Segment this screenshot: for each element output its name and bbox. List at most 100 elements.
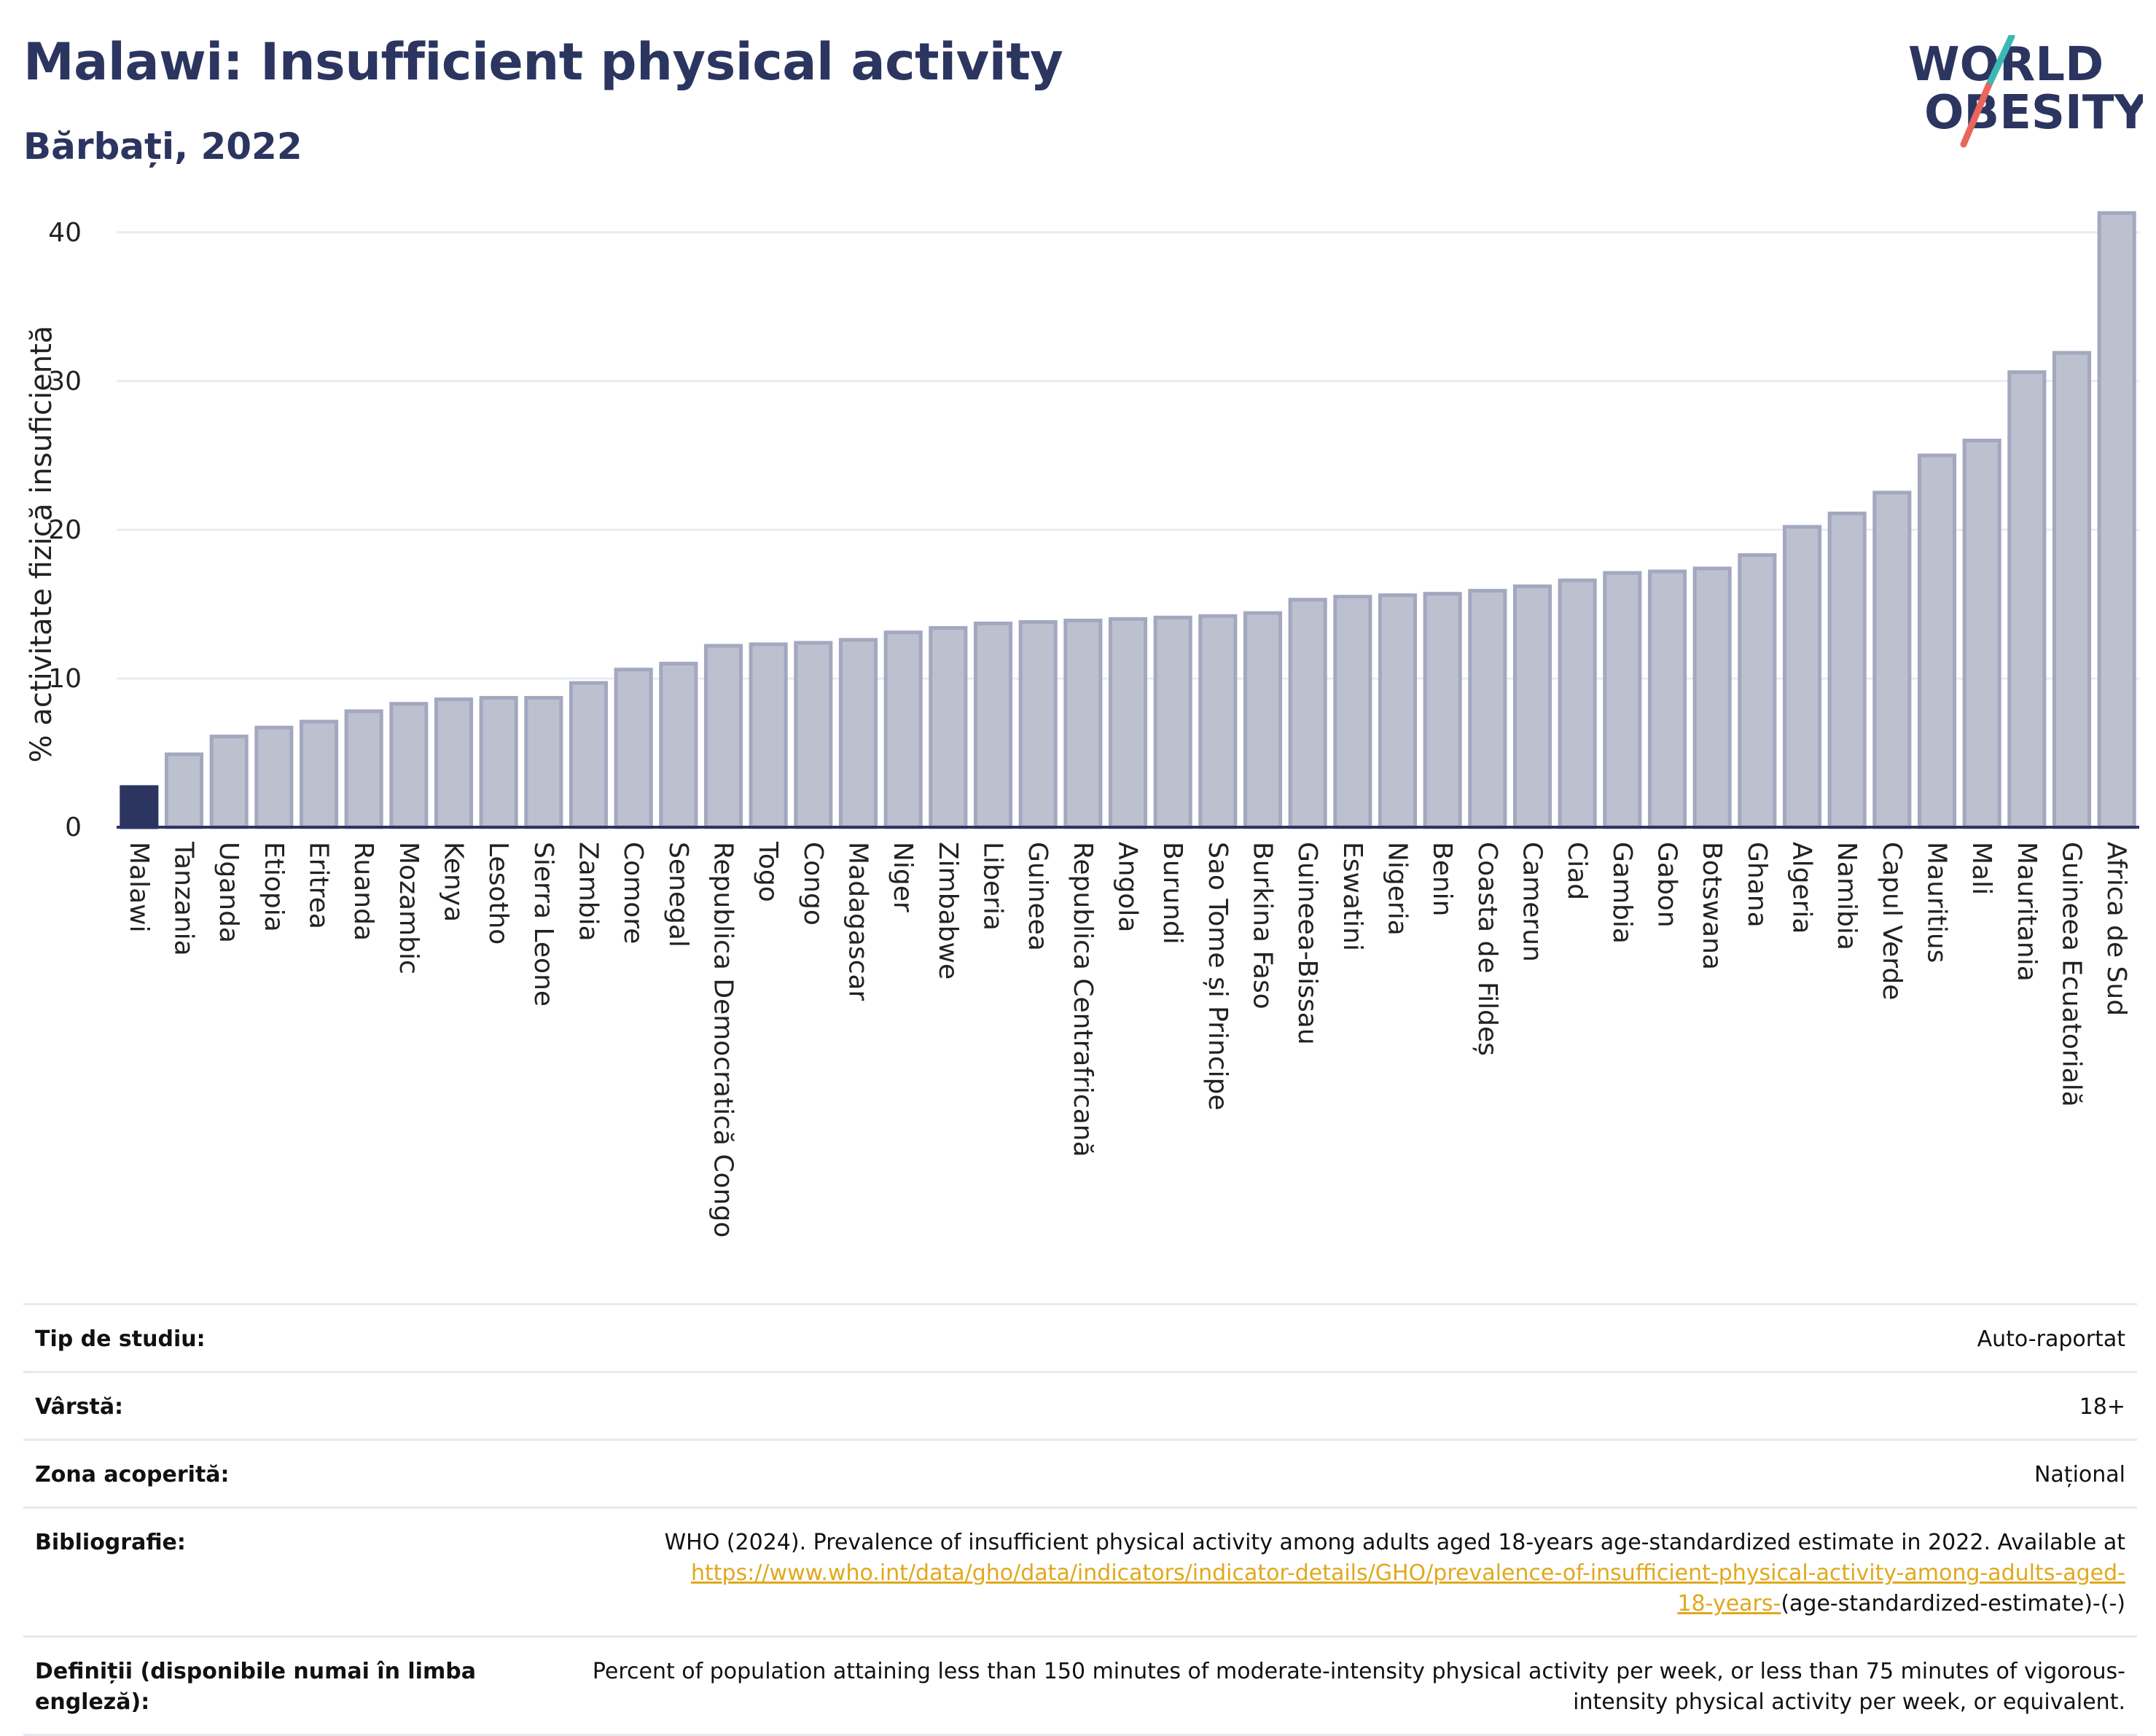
x-tick-label: Republica Democratică Congo (708, 842, 738, 1238)
bibliography-link[interactable]: https://www.who.int/data/gho/data/indica… (691, 1560, 2125, 1586)
bibliography-value: WHO (2024). Prevalence of insufficient p… (507, 1528, 2137, 1619)
bar (2052, 351, 2092, 829)
bar (2097, 211, 2136, 829)
bar (344, 709, 383, 829)
bar (254, 725, 294, 829)
study-type-row: Tip de studiu: Auto-raportat (23, 1303, 2137, 1371)
bibliography-text: WHO (2024). Prevalence of insufficient p… (664, 1530, 2125, 1555)
bar (120, 785, 159, 829)
y-tick-label: 40 (48, 218, 82, 248)
x-tick-label: Lesotho (483, 842, 513, 945)
bar (1018, 619, 1058, 829)
definitions-row: Definiții (disponibile numai în limba en… (23, 1635, 2137, 1736)
x-tick-label: Congo (798, 842, 828, 926)
definitions-value: Percent of population attaining less tha… (592, 1659, 2125, 1715)
logo-slash-red (1960, 82, 1992, 148)
x-tick-label: Benin (1427, 842, 1457, 916)
x-tick-label: Ciad (1562, 842, 1592, 900)
bar (1423, 592, 1462, 829)
bar (1962, 438, 2001, 829)
bibliography-link-cont[interactable]: 18-years- (1677, 1591, 1781, 1616)
x-tick-label: Zambia (574, 842, 604, 942)
definitions-label: Definiții (disponibile numai în limba en… (35, 1659, 476, 1715)
bar (2007, 370, 2047, 829)
bar (1738, 553, 1777, 829)
bar (1288, 598, 1327, 829)
x-tick-label: Senegal (663, 842, 693, 947)
age-value: 18+ (2079, 1394, 2125, 1420)
bar (164, 752, 204, 829)
bar (1827, 511, 1867, 829)
logo-line-2: OBESITY (1924, 86, 2143, 140)
bar (973, 621, 1013, 829)
bibliography-row: Bibliografie: WHO (2024). Prevalence of … (23, 1506, 2137, 1635)
x-tick-label: Mauritius (1922, 842, 1952, 963)
study-type-value: Auto-raportat (1977, 1326, 2125, 1352)
x-tick-label: Liberia (978, 842, 1008, 931)
page-subtitle: Bărbați, 2022 (23, 125, 302, 168)
y-tick-label: 0 (65, 813, 82, 842)
bar (209, 735, 249, 829)
age-label: Vârstă: (35, 1394, 124, 1420)
bar (389, 702, 429, 829)
bar (1333, 595, 1372, 829)
x-tick-label: Gambia (1607, 842, 1637, 944)
x-tick-label: Ruanda (348, 842, 378, 941)
bar (1243, 611, 1283, 829)
bar (1153, 615, 1192, 829)
x-tick-label: Niger (888, 842, 918, 912)
coverage-row: Zona acoperită: Național (23, 1439, 2137, 1506)
x-tick-label: Eswatini (1337, 842, 1367, 951)
x-tick-label: Madagascar (843, 842, 873, 1001)
x-tick-label: Zimbabwe (933, 842, 963, 980)
x-tick-label: Mauritania (2012, 842, 2042, 982)
x-tick-label: Capul Verde (1877, 842, 1907, 1000)
bar (929, 626, 968, 829)
x-tick-label: Gabon (1652, 842, 1682, 928)
x-tick-label: Camerun (1518, 842, 1547, 962)
bar (479, 695, 518, 829)
y-axis-label: % activitate fizică insuficientă (25, 326, 58, 763)
bar (524, 695, 563, 829)
page-title: Malawi: Insufficient physical activity (23, 32, 1063, 92)
x-tick-label: Comore (618, 842, 648, 944)
x-tick-label: Republica Centrafricană (1068, 842, 1098, 1157)
bar (1917, 453, 1957, 829)
bar (1378, 593, 1418, 829)
x-tick-label: Sao Tome și Principe (1203, 842, 1233, 1111)
bar (1468, 589, 1507, 829)
x-tick-label: Coasta de Fildeș (1472, 842, 1502, 1056)
x-tick-label: Uganda (214, 842, 243, 943)
x-tick-label: Algeria (1787, 842, 1817, 934)
logo-slash-teal (1985, 35, 2015, 90)
x-tick-label: Botswana (1697, 842, 1727, 970)
x-tick-label: Eritrea (304, 842, 334, 929)
bar (749, 642, 788, 829)
x-tick-label: Angola (1113, 842, 1143, 932)
x-tick-label: Etiopia (259, 842, 289, 932)
y-tick-label: 30 (48, 367, 82, 396)
bar (569, 681, 609, 829)
x-tick-label: Ghana (1742, 842, 1772, 928)
x-tick-label: Guineea (1023, 842, 1052, 951)
x-tick-label: Nigeria (1383, 842, 1413, 936)
bar (1063, 618, 1103, 829)
bar-chart: 0 10 20 30 40 Malawi Tanzania Uganda Etiopia Eri… (25, 211, 2139, 1238)
bar (434, 697, 474, 829)
x-tick-label: Guineea-Bissau (1292, 842, 1322, 1045)
bar (1512, 584, 1552, 829)
x-tick-label: Namibia (1832, 842, 1862, 950)
bar (614, 668, 653, 829)
world-obesity-logo: WORLD OBESITY (1908, 35, 2143, 148)
x-tick-label: Tanzania (169, 841, 199, 956)
bar (794, 641, 833, 829)
bar (1647, 569, 1687, 829)
coverage-value: Național (2034, 1462, 2125, 1487)
bar (659, 662, 698, 829)
x-tick-label: Mozambic (394, 842, 423, 974)
x-tick-label: Burundi (1157, 842, 1187, 945)
x-tick-label: Burkina Faso (1248, 842, 1278, 1009)
bar (1558, 578, 1597, 829)
age-row: Vârstă: 18+ (23, 1371, 2137, 1439)
x-tick-label: Mali (1966, 842, 1996, 895)
